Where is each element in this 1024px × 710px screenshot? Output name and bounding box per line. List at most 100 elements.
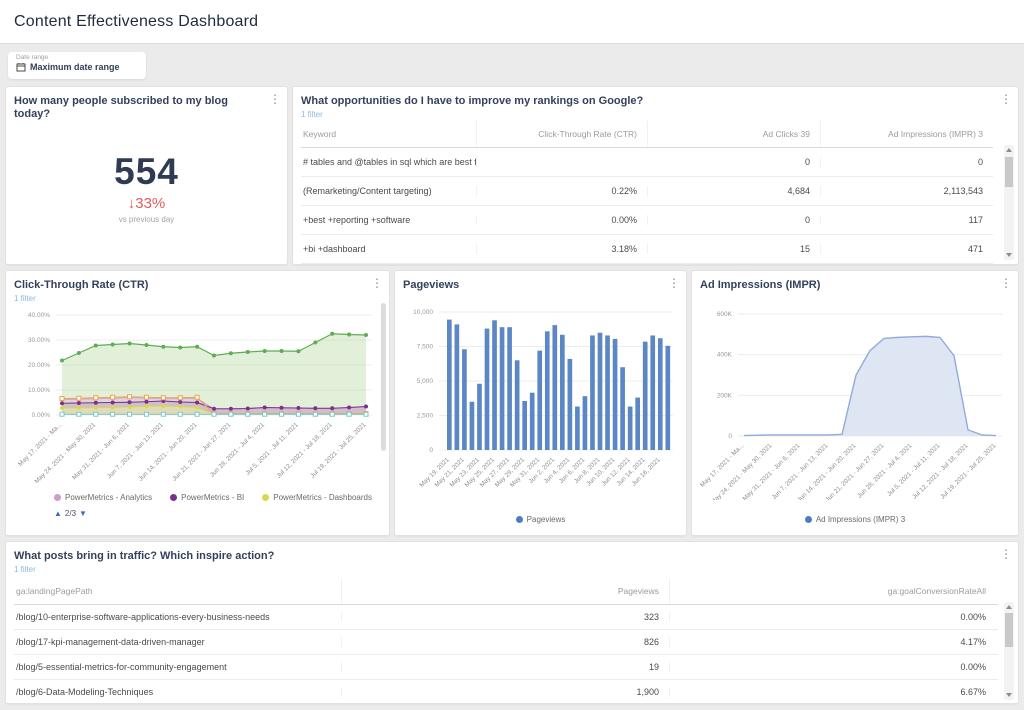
cell-clicks: 15 — [648, 244, 821, 254]
calendar-icon — [16, 62, 26, 72]
column-header[interactable]: ga:landingPagePath — [14, 578, 342, 604]
pager-up-icon[interactable]: ▲ — [54, 509, 62, 518]
down-arrow-icon: ↓ — [127, 195, 136, 212]
svg-text:600K: 600K — [717, 311, 733, 318]
impressions-legend: Ad Impressions (IMPR) 3 — [692, 515, 1018, 524]
svg-text:Jul 12, 2021 - Jul 18, 2021: Jul 12, 2021 - Jul 18, 2021 — [275, 421, 334, 480]
svg-text:0.00%: 0.00% — [32, 412, 51, 419]
ctr-filter-link[interactable]: 1 filter — [14, 294, 36, 303]
svg-text:0: 0 — [429, 447, 433, 454]
cell-clicks: 0 — [648, 215, 821, 225]
posts-table-header: ga:landingPagePath Pageviews ga:goalConv… — [14, 578, 998, 605]
cell-clicks: 0 — [648, 157, 821, 167]
cell-ctr: 0.00% — [477, 215, 648, 225]
scrollbar-thumb[interactable] — [1005, 613, 1013, 647]
svg-text:Jun 7, 2021 - Jun 13, 2021: Jun 7, 2021 - Jun 13, 2021 — [106, 421, 165, 480]
impressions-panel: Ad Impressions (IMPR) ⋮ 600K 400K 200K 0 May… — [691, 270, 1019, 536]
kebab-menu-icon[interactable]: ⋮ — [1000, 276, 1012, 290]
rankings-table-scrollbar[interactable] — [1004, 145, 1014, 260]
cell-ctr: 0.22% — [477, 186, 648, 196]
cell-conversion-rate: 0.00% — [960, 612, 986, 622]
cell-clicks: 4,684 — [648, 186, 821, 196]
cell-ctr: 3.18% — [477, 244, 648, 254]
svg-text:Jun 21, 2021 - Jun 27, 2021: Jun 21, 2021 - Jun 27, 2021 — [171, 421, 233, 483]
impressions-panel-title: Ad Impressions (IMPR) — [700, 279, 821, 291]
column-header[interactable]: Pageviews — [342, 578, 670, 604]
svg-text:Jun 14, 2021 - Jun 20, 2021: Jun 14, 2021 - Jun 20, 2021 — [137, 421, 199, 483]
pageviews-panel-title: Pageviews — [403, 279, 460, 291]
column-header[interactable]: Ad Impressions (IMPR) 3 — [888, 129, 983, 139]
cell-pageviews: 19 — [342, 662, 670, 672]
posts-table-scrollbar[interactable] — [1004, 602, 1014, 700]
table-row[interactable]: +best +reporting +software 0.00% 0 117 — [301, 206, 993, 235]
cell-keyword: # tables and @tables in sql which are be… — [303, 157, 477, 167]
rankings-panel-title: What opportunities do I have to improve … — [301, 95, 644, 107]
scroll-down-arrow-icon[interactable] — [1006, 253, 1012, 257]
table-row[interactable]: +bi +dashboard +software 33.33% 1 3 — [301, 264, 993, 265]
kebab-menu-icon[interactable]: ⋮ — [1000, 547, 1012, 561]
column-header[interactable]: Keyword — [301, 121, 477, 147]
cell-conversion-rate: 0.00% — [960, 662, 986, 672]
posts-filter-link[interactable]: 1 filter — [14, 565, 36, 574]
posts-table: ga:landingPagePath Pageviews ga:goalConv… — [14, 578, 998, 703]
svg-text:Jun 28, 2021 - Jul 4, 2021: Jun 28, 2021 - Jul 4, 2021 — [856, 442, 914, 500]
table-row[interactable]: (Remarketing/Content targeting) 0.22% 4,… — [301, 177, 993, 206]
date-range-picker[interactable]: Date range Maximum date range — [8, 52, 146, 79]
cell-pageviews: 1,900 — [342, 687, 670, 697]
ctr-panel-title: Click-Through Rate (CTR) — [14, 279, 149, 291]
scroll-up-arrow-icon[interactable] — [1006, 148, 1012, 152]
subscribers-panel: How many people subscribed to my blog to… — [5, 86, 288, 265]
cell-keyword: +best +reporting +software — [301, 215, 477, 225]
cell-impressions: 0 — [977, 157, 983, 167]
svg-text:30.00%: 30.00% — [28, 337, 50, 344]
cell-impressions: 2,113,543 — [943, 186, 983, 196]
svg-text:Jun 7, 2021 - Jun 13, 2021: Jun 7, 2021 - Jun 13, 2021 — [771, 442, 830, 500]
table-row[interactable]: /blog/5-essential-metrics-for-community-… — [14, 655, 998, 680]
legend-item[interactable]: PowerMetrics - BI — [170, 493, 244, 502]
legend-item[interactable]: Ad Impressions (IMPR) 3 — [804, 515, 905, 524]
kebab-menu-icon[interactable]: ⋮ — [371, 276, 383, 290]
pageviews-panel: Pageviews ⋮ 10,000 7,500 5,000 2,500 0 May 19… — [394, 270, 687, 536]
subscribers-delta: ↓33% — [127, 195, 166, 212]
kebab-menu-icon[interactable]: ⋮ — [668, 276, 680, 290]
legend-item[interactable]: Pageviews — [515, 515, 565, 524]
table-row[interactable]: /blog/10-enterprise-software-application… — [14, 605, 998, 630]
table-row[interactable]: # tables and @tables in sql which are be… — [301, 148, 993, 177]
column-header[interactable]: Click-Through Rate (CTR) — [477, 121, 648, 147]
legend-dot — [262, 494, 270, 501]
kebab-menu-icon[interactable]: ⋮ — [269, 92, 281, 106]
ctr-panel-scrollbar[interactable] — [381, 303, 386, 451]
svg-text:40.00%: 40.00% — [28, 312, 50, 319]
kebab-menu-icon[interactable]: ⋮ — [1000, 92, 1012, 106]
scrollbar-thumb[interactable] — [1005, 157, 1013, 187]
pager-down-icon[interactable]: ▼ — [79, 509, 87, 518]
table-row[interactable]: /blog/6-Data-Modeling-Techniques 1,900 6… — [14, 680, 998, 703]
table-row[interactable]: +bi +dashboard 3.18% 15 471 — [301, 235, 993, 264]
legend-item[interactable]: PowerMetrics - Dashboards — [262, 493, 372, 502]
table-row[interactable]: /blog/17-kpi-management-data-driven-mana… — [14, 630, 998, 655]
ctr-chart-svg: 40.00%30.00%20.00%10.00%0.00%May 17, 202… — [17, 312, 372, 485]
legend-dot — [54, 494, 61, 501]
svg-text:Jun 28, 2021 - Jul 4, 2021: Jun 28, 2021 - Jul 4, 2021 — [209, 421, 267, 479]
rankings-table-header: Keyword Click-Through Rate (CTR) Ad Clic… — [301, 121, 993, 148]
cell-conversion-rate: 6.67% — [960, 687, 986, 697]
pageviews-legend: Pageviews — [395, 515, 686, 524]
scroll-down-arrow-icon[interactable] — [1006, 693, 1012, 697]
subscribers-compare-label: vs previous day — [118, 215, 175, 224]
svg-text:10.00%: 10.00% — [28, 387, 50, 394]
svg-text:5,000: 5,000 — [417, 378, 434, 385]
legend-item[interactable]: PowerMetrics - Analytics — [54, 493, 152, 502]
column-header[interactable]: ga:goalConversionRateAll — [887, 586, 986, 596]
app-header: Content Effectiveness Dashboard — [0, 0, 1024, 44]
rankings-filter-link[interactable]: 1 filter — [301, 110, 323, 119]
cell-page-path: /blog/5-essential-metrics-for-community-… — [14, 662, 342, 672]
date-range-label: Date range — [16, 54, 49, 61]
svg-text:400K: 400K — [717, 352, 733, 359]
scroll-up-arrow-icon[interactable] — [1006, 605, 1012, 609]
date-range-value: Maximum date range — [30, 62, 120, 72]
svg-text:May 31, 2021 - Jun 6, 2021: May 31, 2021 - Jun 6, 2021 — [71, 421, 131, 481]
rankings-panel: What opportunities do I have to improve … — [292, 86, 1019, 265]
column-header[interactable]: Ad Clicks 39 — [648, 121, 821, 147]
cell-impressions: 471 — [967, 244, 983, 254]
svg-text:10,000: 10,000 — [413, 309, 433, 316]
